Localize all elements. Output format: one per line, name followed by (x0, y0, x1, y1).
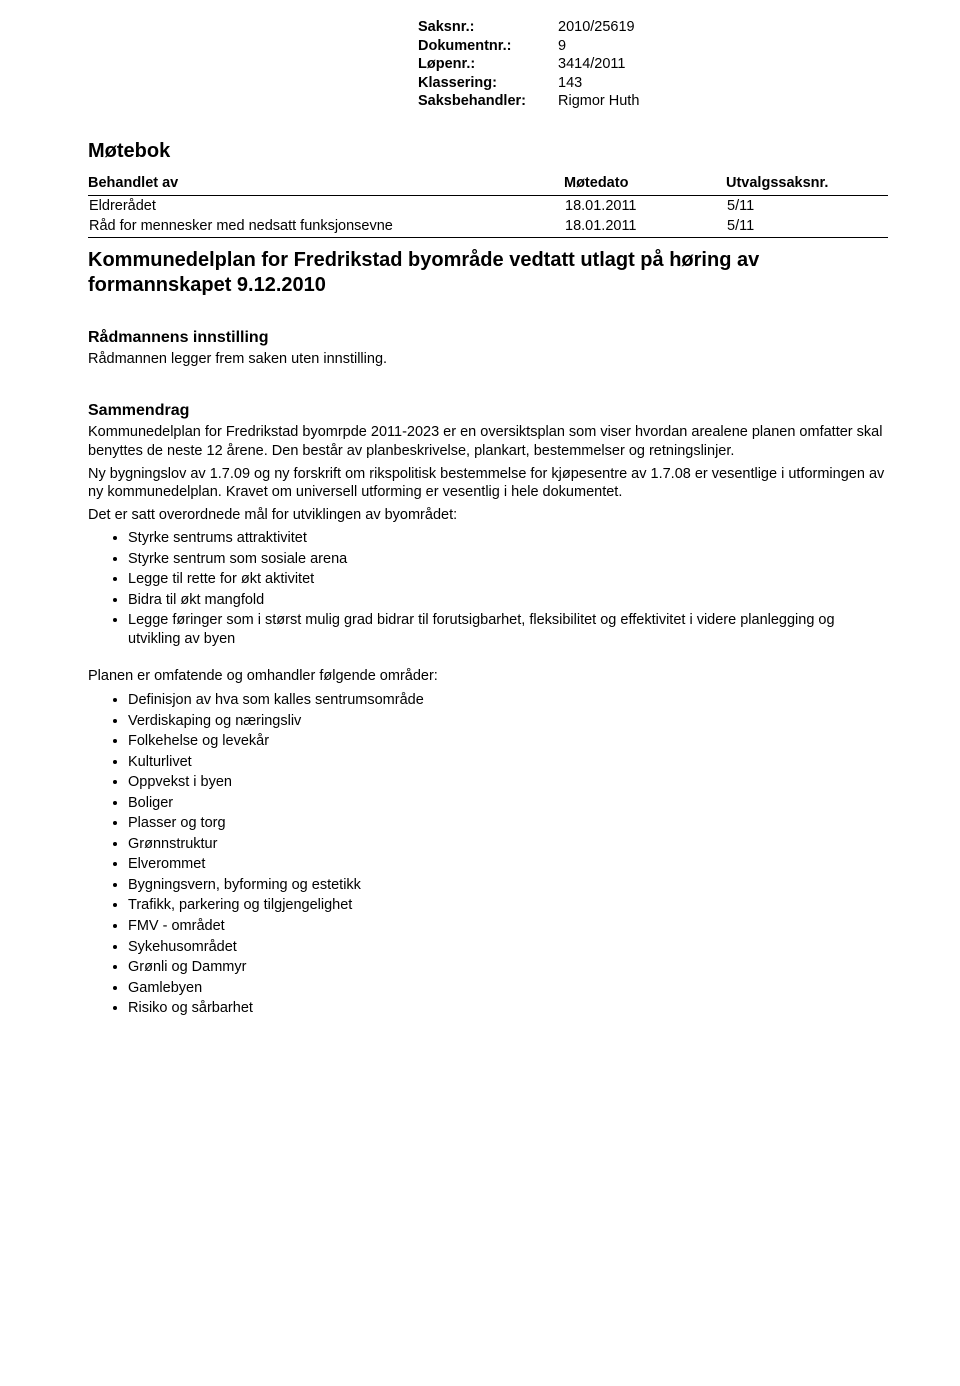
list-item: Gamlebyen (128, 978, 888, 999)
goals-list: Styrke sentrums attraktivitet Styrke sen… (88, 528, 888, 649)
list-item: Bidra til økt mangfold (128, 590, 888, 611)
list-item: Styrke sentrums attraktivitet (128, 528, 888, 549)
list-item: Styrke sentrum som sosiale arena (128, 549, 888, 570)
sammendrag-para: Ny bygningslov av 1.7.09 og ny forskrift… (88, 465, 888, 502)
committee-date: 18.01.2011 (564, 216, 726, 237)
meta-label: Saksnr.: (418, 18, 558, 37)
list-item: Kulturlivet (128, 752, 888, 773)
list-item: Definisjon av hva som kalles sentrumsomr… (128, 690, 888, 711)
sammendrag-para: Det er satt overordnede mål for utviklin… (88, 506, 888, 525)
committee-date: 18.01.2011 (564, 195, 726, 216)
list-item: Grønnstruktur (128, 834, 888, 855)
meta-label: Løpenr.: (418, 55, 558, 74)
sammendrag-para: Kommunedelplan for Fredrikstad byomrpde … (88, 423, 888, 460)
innstilling-text: Rådmannen legger frem saken uten innstil… (88, 350, 888, 369)
areas-intro: Planen er omfatende og omhandler følgend… (88, 667, 888, 686)
col-caseno: Utvalgssaksnr. (726, 172, 888, 195)
meta-value: 9 (558, 37, 566, 56)
motebok-heading: Møtebok (88, 139, 888, 165)
document-title: Kommunedelplan for Fredrikstad byområde … (88, 248, 888, 298)
list-item: Elverommet (128, 854, 888, 875)
meta-label: Klassering: (418, 74, 558, 93)
list-item: Legge føringer som i størst mulig grad b… (128, 610, 888, 649)
col-body: Behandlet av (88, 172, 564, 195)
list-item: Sykehusområdet (128, 937, 888, 958)
meta-value: 3414/2011 (558, 55, 625, 74)
list-item: Boliger (128, 793, 888, 814)
sammendrag-heading: Sammendrag (88, 401, 888, 421)
list-item: Plasser og torg (128, 813, 888, 834)
case-meta-block: Saksnr.:2010/25619 Dokumentnr.:9 Løpenr.… (418, 18, 888, 111)
list-item: Trafikk, parkering og tilgjengelighet (128, 895, 888, 916)
list-item: Legge til rette for økt aktivitet (128, 569, 888, 590)
committee-caseno: 5/11 (726, 195, 888, 216)
committee-body: Eldrerådet (88, 195, 564, 216)
col-date: Møtedato (564, 172, 726, 195)
list-item: FMV - området (128, 916, 888, 937)
meta-value: 143 (558, 74, 582, 93)
meta-value: Rigmor Huth (558, 92, 639, 111)
innstilling-heading: Rådmannens innstilling (88, 328, 888, 348)
areas-list: Definisjon av hva som kalles sentrumsomr… (88, 690, 888, 1019)
list-item: Verdiskaping og næringsliv (128, 711, 888, 732)
list-item: Grønli og Dammyr (128, 957, 888, 978)
committee-table: Behandlet av Møtedato Utvalgssaksnr. Eld… (88, 172, 888, 238)
list-item: Folkehelse og levekår (128, 731, 888, 752)
meta-label: Saksbehandler: (418, 92, 558, 111)
committee-caseno: 5/11 (726, 216, 888, 237)
list-item: Bygningsvern, byforming og estetikk (128, 875, 888, 896)
meta-value: 2010/25619 (558, 18, 635, 37)
meta-label: Dokumentnr.: (418, 37, 558, 56)
list-item: Risiko og sårbarhet (128, 998, 888, 1019)
committee-body: Råd for mennesker med nedsatt funksjonse… (88, 216, 564, 237)
list-item: Oppvekst i byen (128, 772, 888, 793)
